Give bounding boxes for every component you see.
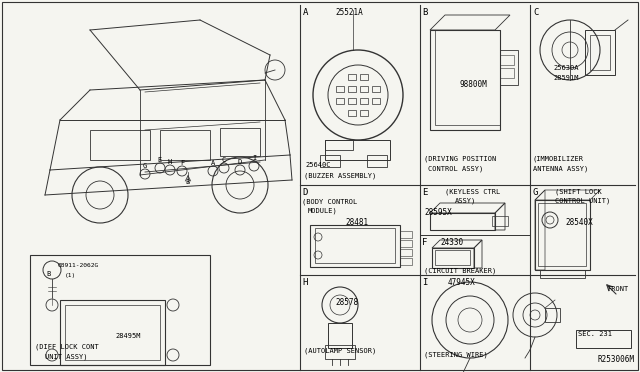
Text: C: C xyxy=(222,157,226,163)
Text: CONTROL ASSY): CONTROL ASSY) xyxy=(428,165,483,171)
Bar xyxy=(336,98,344,104)
Bar xyxy=(400,258,412,265)
Text: G: G xyxy=(533,188,538,197)
Bar xyxy=(432,248,474,268)
Bar xyxy=(220,128,260,156)
Text: FRONT: FRONT xyxy=(607,286,628,292)
Bar xyxy=(360,86,368,92)
Text: 28591M: 28591M xyxy=(553,75,579,81)
Text: E: E xyxy=(422,188,428,197)
Bar xyxy=(372,86,380,92)
Bar xyxy=(320,155,340,167)
Text: 08911-2062G: 08911-2062G xyxy=(58,263,99,268)
Bar xyxy=(590,35,610,70)
Text: A: A xyxy=(211,160,215,166)
Bar xyxy=(325,345,355,359)
Text: CONTROL UNIT): CONTROL UNIT) xyxy=(555,197,611,203)
Text: D: D xyxy=(238,159,242,165)
Bar xyxy=(30,255,210,365)
Bar xyxy=(328,323,352,348)
Bar xyxy=(400,231,412,238)
Text: (BUZZER ASSEMBLY): (BUZZER ASSEMBLY) xyxy=(304,172,376,179)
Text: H: H xyxy=(168,159,172,165)
Text: UNIT ASSY): UNIT ASSY) xyxy=(45,353,88,359)
Bar xyxy=(60,300,165,365)
Text: A: A xyxy=(303,8,308,17)
Text: 25640C: 25640C xyxy=(305,162,330,168)
Bar xyxy=(492,216,508,226)
Bar xyxy=(310,225,400,267)
Text: 28578: 28578 xyxy=(335,298,358,307)
Bar xyxy=(500,68,514,78)
Bar xyxy=(315,228,395,263)
Text: C: C xyxy=(533,8,538,17)
Bar xyxy=(540,270,585,278)
Bar xyxy=(430,30,500,130)
Text: F: F xyxy=(422,238,428,247)
Bar xyxy=(545,308,560,322)
Text: (IMMOBILIZER: (IMMOBILIZER xyxy=(533,155,584,161)
Bar xyxy=(500,50,518,85)
Text: (DIFF LOCK CONT: (DIFF LOCK CONT xyxy=(35,343,99,350)
Text: G: G xyxy=(143,163,147,169)
Text: E: E xyxy=(158,157,162,163)
Bar xyxy=(367,155,387,167)
Text: (DRIVING POSITION: (DRIVING POSITION xyxy=(424,155,496,161)
Text: B: B xyxy=(186,179,190,185)
Text: 28540X: 28540X xyxy=(565,218,593,227)
Text: (SHIFT LOCK: (SHIFT LOCK xyxy=(555,188,602,195)
Text: (BODY CONTROL: (BODY CONTROL xyxy=(302,198,357,205)
Bar xyxy=(585,30,615,75)
Bar xyxy=(160,130,210,160)
Bar xyxy=(400,240,412,247)
Bar xyxy=(360,74,368,80)
Bar xyxy=(372,98,380,104)
Text: 28481: 28481 xyxy=(345,218,368,227)
Bar xyxy=(348,74,356,80)
Bar xyxy=(360,110,368,116)
Text: B: B xyxy=(46,271,50,277)
Bar xyxy=(435,250,470,265)
Bar xyxy=(500,55,514,65)
Text: R253006M: R253006M xyxy=(598,355,635,364)
Bar xyxy=(576,330,631,348)
Text: (CIRCUIT BREAKER): (CIRCUIT BREAKER) xyxy=(424,268,496,275)
Text: SEC. 231: SEC. 231 xyxy=(578,331,612,337)
Text: MODULE): MODULE) xyxy=(308,207,338,214)
Bar xyxy=(538,203,586,266)
Text: 28495M: 28495M xyxy=(115,333,141,339)
Text: F: F xyxy=(180,160,184,166)
Bar xyxy=(65,305,160,360)
Bar xyxy=(360,98,368,104)
Bar xyxy=(336,86,344,92)
Text: B: B xyxy=(422,8,428,17)
Text: 98800M: 98800M xyxy=(460,80,488,89)
Text: (KEYLESS CTRL: (KEYLESS CTRL xyxy=(445,188,500,195)
Bar xyxy=(348,110,356,116)
Text: H: H xyxy=(302,278,307,287)
Text: I: I xyxy=(422,278,428,287)
Text: D: D xyxy=(302,188,307,197)
Bar xyxy=(535,200,590,270)
Text: 47945X: 47945X xyxy=(448,278,476,287)
Bar xyxy=(430,213,495,230)
Text: ANTENNA ASSY): ANTENNA ASSY) xyxy=(533,165,588,171)
Text: ASSY): ASSY) xyxy=(455,197,476,203)
Text: 25521A: 25521A xyxy=(335,8,363,17)
Text: (AUTOLAMP SENSOR): (AUTOLAMP SENSOR) xyxy=(304,348,376,355)
Bar xyxy=(400,249,412,256)
Text: (1): (1) xyxy=(65,273,76,278)
Bar xyxy=(325,140,390,160)
Bar xyxy=(90,130,150,160)
Bar xyxy=(348,98,356,104)
Text: 25630A: 25630A xyxy=(553,65,579,71)
Text: I: I xyxy=(252,155,256,161)
Text: (STEERING WIRE): (STEERING WIRE) xyxy=(424,352,488,359)
Bar xyxy=(348,86,356,92)
Bar xyxy=(325,140,353,150)
Text: 24330: 24330 xyxy=(440,238,463,247)
Bar xyxy=(435,30,500,125)
Text: 28595X: 28595X xyxy=(424,208,452,217)
